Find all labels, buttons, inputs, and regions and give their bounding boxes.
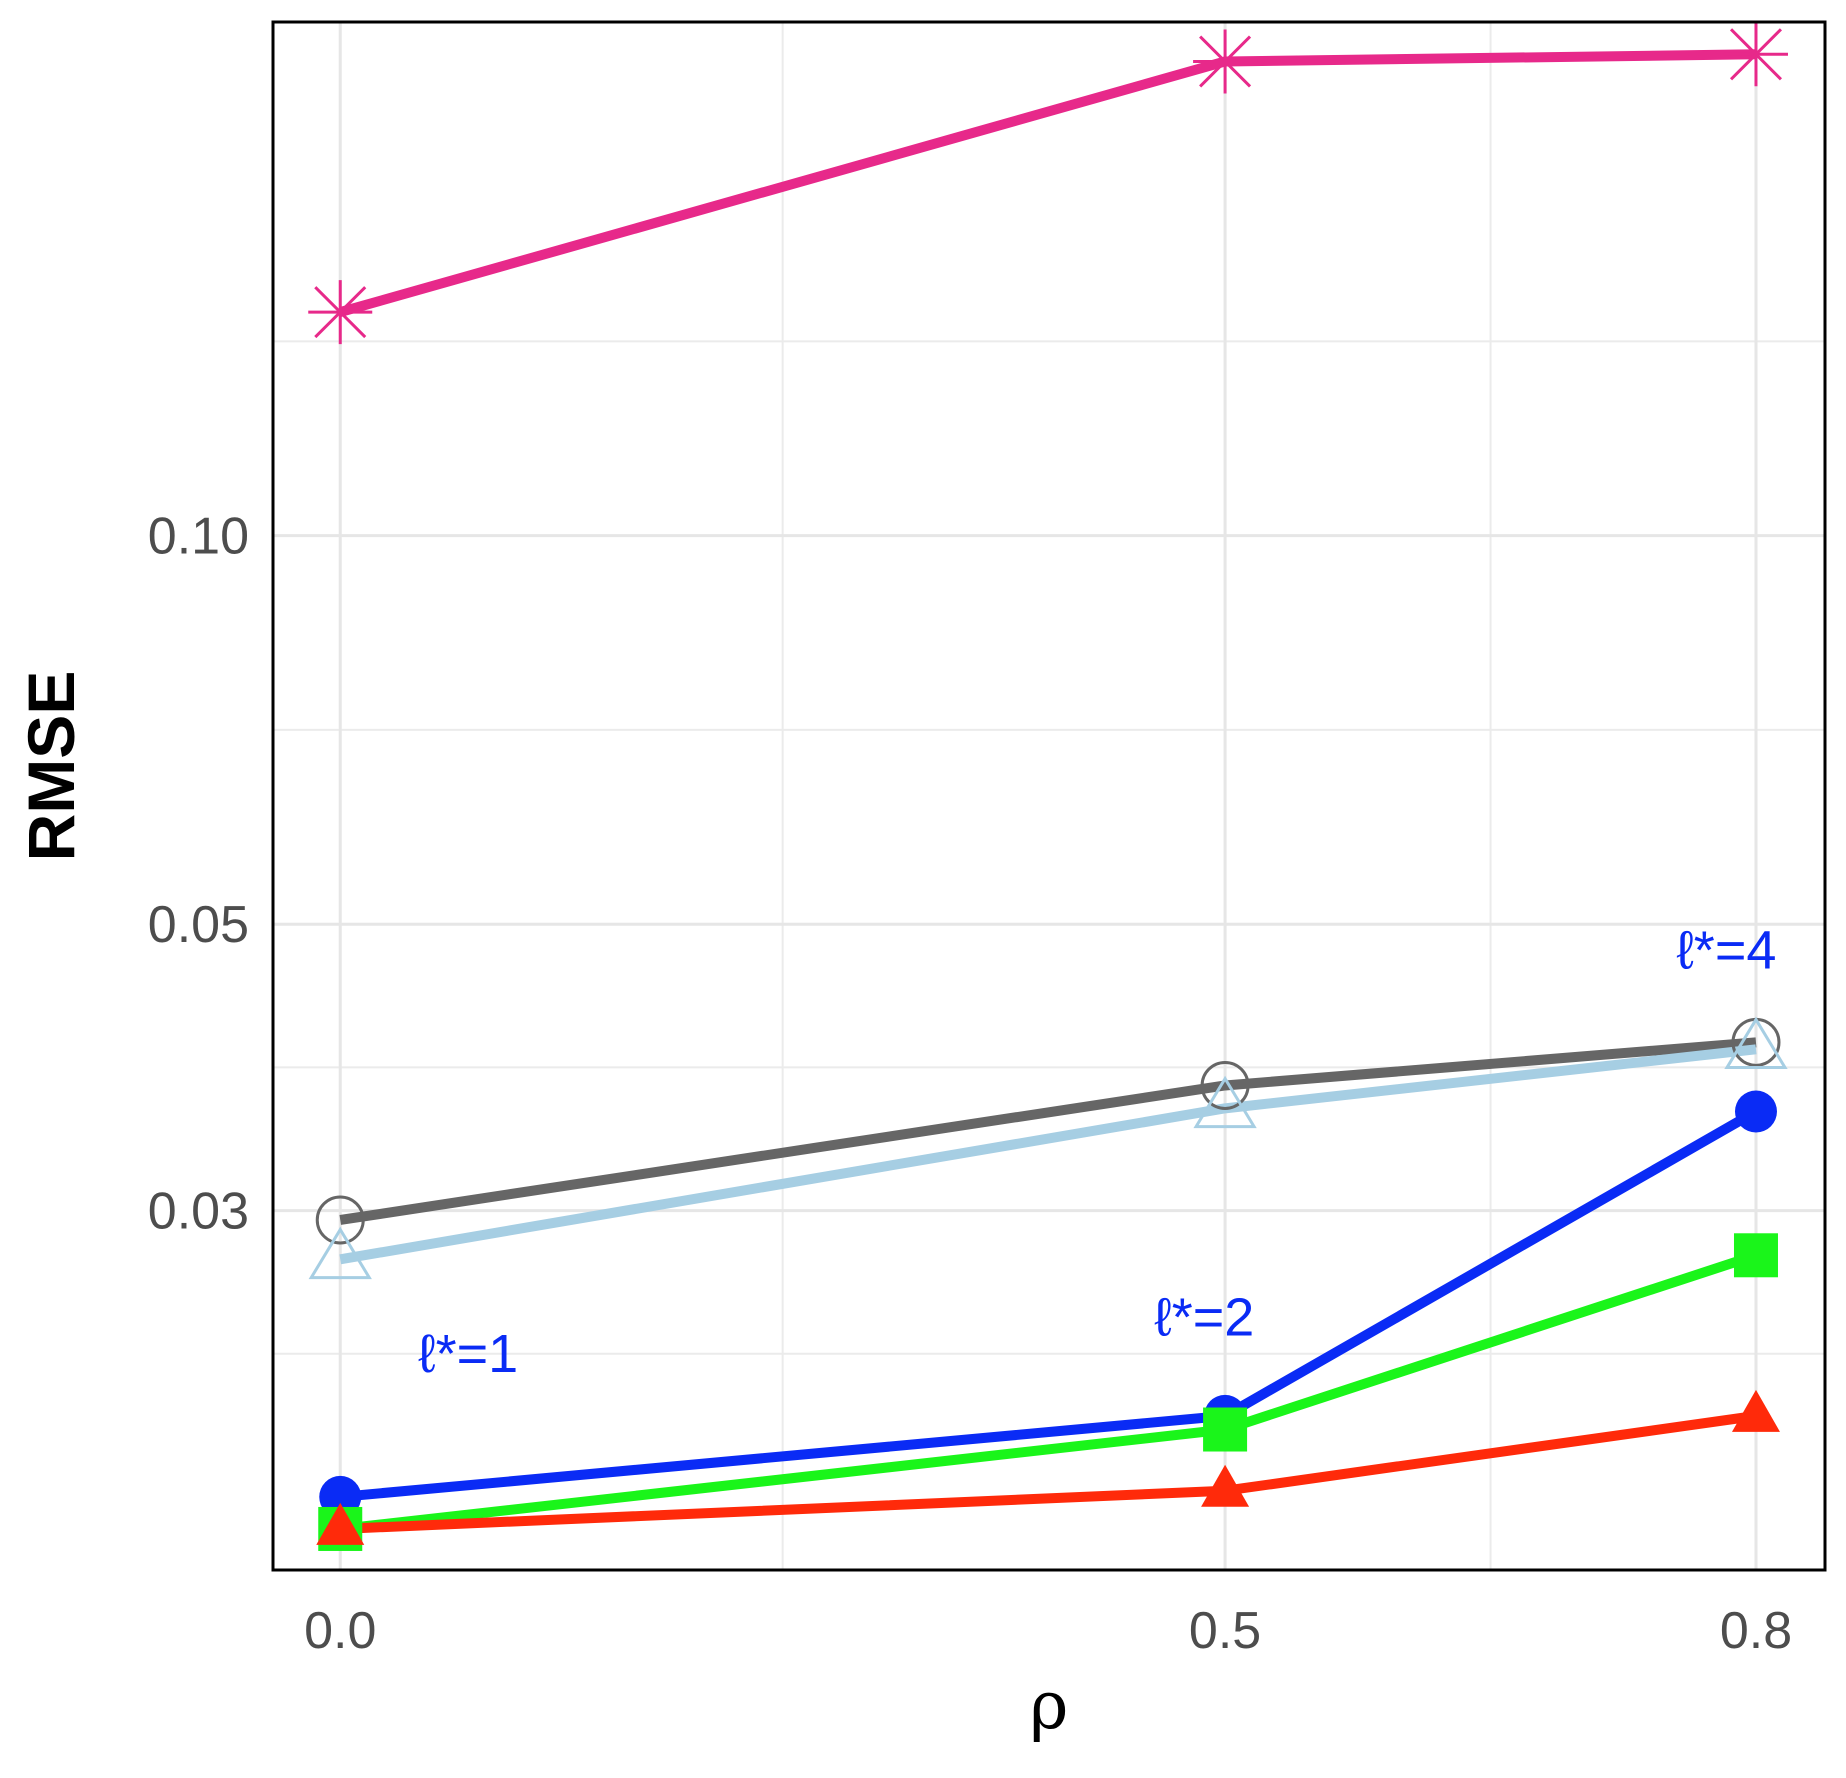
markers-red-triangle (316, 1389, 1780, 1545)
annotations: ℓ*=1 ℓ*=2 ℓ*=4 (418, 921, 1776, 1384)
x-axis-title: ρ (1030, 1667, 1069, 1744)
minor-gridlines (273, 22, 1825, 1570)
markers-gray-open-circle (315, 1017, 1781, 1245)
series-gray-open-circle (339, 1037, 1757, 1225)
y-tick-label: 0.05 (148, 896, 249, 954)
point-marker-open-circle (315, 1195, 365, 1245)
x-tick-label: 0.8 (1720, 1602, 1792, 1660)
plot-panel-border (271, 20, 1827, 1572)
series-line (339, 1107, 1759, 1502)
x-tick-label: 0.5 (1189, 1602, 1261, 1660)
point-marker-filled-square (1733, 1233, 1778, 1278)
series-magenta-star (338, 49, 1757, 317)
point-marker-open-triangle (308, 1226, 372, 1280)
series-line (339, 1250, 1758, 1534)
annotation-label: ℓ*=4 (1676, 921, 1776, 981)
series-line (339, 1037, 1757, 1225)
point-marker-open-triangle (1724, 1016, 1788, 1070)
major-gridlines (273, 22, 1825, 1570)
point-marker-filled-circle (1734, 1090, 1777, 1133)
y-tick-label: 0.10 (148, 508, 249, 566)
point-marker-filled-triangle (1201, 1464, 1250, 1507)
y-axis-title: RMSE (14, 671, 88, 862)
y-tick-label: 0.03 (148, 1183, 249, 1241)
x-tick-label: 0.0 (304, 1602, 376, 1660)
series-line (338, 49, 1757, 317)
point-marker-filled-triangle (1731, 1389, 1780, 1432)
point-marker-asterisk (1193, 29, 1258, 94)
series-blue-circle (339, 1107, 1759, 1502)
asterisk-stroke (1729, 28, 1783, 81)
y-axis-tick-labels: 0.03 0.05 0.10 (148, 508, 249, 1241)
point-marker-open-circle (1200, 1060, 1250, 1110)
point-marker-filled-square (1203, 1407, 1248, 1452)
point-marker-filled-triangle (316, 1502, 365, 1545)
annotation-label: ℓ*=1 (418, 1324, 518, 1384)
markers-lightblue-open-triangle (308, 1016, 1788, 1280)
series-layer (308, 22, 1788, 1551)
x-axis-tick-labels: 0.0 0.5 0.8 (304, 1602, 1792, 1660)
asterisk-stroke (1199, 35, 1252, 88)
markers-magenta-star (308, 22, 1788, 345)
point-marker-asterisk (1723, 22, 1788, 87)
annotation-label: ℓ*=2 (1154, 1288, 1254, 1348)
point-marker-asterisk (308, 280, 373, 345)
point-marker-open-triangle (1193, 1075, 1257, 1129)
series-green-square (339, 1250, 1758, 1534)
asterisk-stroke (314, 286, 367, 339)
